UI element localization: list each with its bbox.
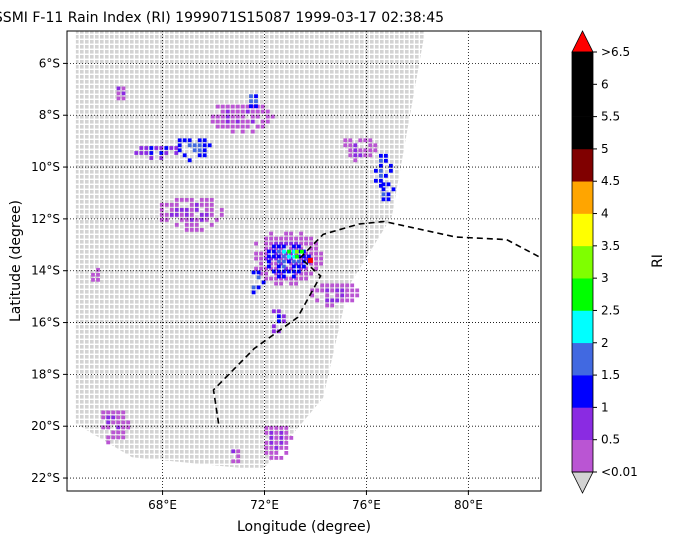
y-tick-label: 14°S	[31, 264, 60, 278]
x-tick-label: 76°E	[352, 498, 381, 512]
rain-cluster	[282, 249, 296, 259]
colorbar-tick-label: 4	[601, 207, 609, 221]
colorbar-tick-label: 2	[601, 336, 609, 350]
rain-cluster	[116, 86, 126, 101]
y-tick-label: 12°S	[31, 212, 60, 226]
colorbar-segment	[572, 342, 593, 376]
rain-cluster	[249, 94, 258, 109]
colorbar-segment	[572, 375, 593, 408]
colorbar-under-arrow	[571, 471, 594, 494]
colorbar-tick-label: 5.5	[601, 110, 620, 124]
y-axis-ticks: 6°S 8°S 10°S 12°S 14°S 16°S 18°S 20°S 22°S	[31, 56, 67, 485]
colorbar-tick-label: 3.5	[601, 239, 620, 253]
rain-cluster	[264, 426, 294, 460]
rain-cluster	[177, 138, 212, 163]
rain-cluster	[374, 153, 393, 188]
colorbar-segment	[572, 439, 593, 473]
chart-title: SSMI F-11 Rain Index (RI) 1999071S15087 …	[0, 10, 444, 26]
colorbar-tick-label: 3	[601, 271, 609, 285]
colorbar-label: RI	[650, 254, 666, 268]
rain-layer	[91, 86, 396, 464]
gridlines	[67, 31, 541, 491]
y-axis-label: Latitude (degree)	[8, 200, 24, 322]
plot-frame	[66, 30, 542, 492]
y-tick-label: 20°S	[31, 419, 60, 433]
y-tick-label: 10°S	[31, 160, 60, 174]
y-tick-label: 22°S	[31, 471, 60, 485]
rain-cluster	[251, 270, 266, 295]
colorbar-segment	[572, 278, 593, 311]
x-tick-label: 68°E	[148, 498, 177, 512]
colorbar-segment	[572, 116, 593, 150]
colorbar-segment	[572, 52, 593, 85]
colorbar-segment	[572, 181, 593, 214]
colorbar-segment	[572, 407, 593, 440]
rain-cluster	[343, 138, 378, 163]
rain-cluster	[231, 449, 241, 464]
map-panel: 68°E 72°E 76°E 80°E 6°S 8°S 10°S 12°S 14°S 16°S 1…	[31, 30, 542, 512]
colorbar-frame	[571, 51, 594, 473]
colorbar-tick-label: 1.5	[601, 368, 620, 382]
colorbar-tick-label: 4.5	[601, 174, 620, 188]
y-tick-label: 6°S	[39, 56, 60, 70]
x-axis-label: Longitude (degree)	[237, 519, 371, 535]
storm-center-marker	[307, 257, 313, 263]
storm-track	[212, 220, 541, 424]
colorbar-tick-label: 1	[601, 400, 609, 414]
rain-cluster	[101, 410, 131, 445]
colorbar-tick-label: 5	[601, 142, 609, 156]
rain-cluster	[91, 267, 100, 282]
colorbar-tick-label: 6	[601, 77, 609, 91]
colorbar-tick-label: 2.5	[601, 303, 620, 317]
colorbar-tick-label: <0.01	[601, 465, 638, 479]
rain-cluster	[159, 198, 224, 232]
colorbar: <0.01 0.5 1 1.5 2 2.5 3 3.5 4 4.5 5 5.5 6 >6.5	[571, 30, 638, 494]
x-axis-ticks: 68°E 72°E 76°E 80°E	[148, 491, 483, 512]
colorbar-segment	[572, 310, 593, 344]
x-tick-label: 72°E	[250, 498, 279, 512]
colorbar-tick-label: >6.5	[601, 45, 630, 59]
x-tick-label: 80°E	[454, 498, 483, 512]
rain-cluster	[295, 249, 304, 259]
y-tick-label: 18°S	[31, 367, 60, 381]
colorbar-over-arrow	[571, 30, 594, 53]
colorbar-segment	[572, 84, 593, 117]
colorbar-segment	[572, 213, 593, 247]
rain-cluster	[254, 231, 323, 286]
rain-cluster	[210, 104, 275, 134]
colorbar-segment	[572, 148, 593, 182]
rain-cluster	[134, 146, 179, 160]
colorbar-tick-label: 0.5	[601, 433, 620, 447]
rain-cluster	[310, 283, 360, 308]
colorbar-segment	[572, 245, 593, 279]
y-tick-label: 16°S	[31, 316, 60, 330]
rain-cluster	[381, 182, 396, 202]
y-tick-label: 8°S	[39, 108, 60, 122]
rain-cluster	[267, 244, 311, 279]
